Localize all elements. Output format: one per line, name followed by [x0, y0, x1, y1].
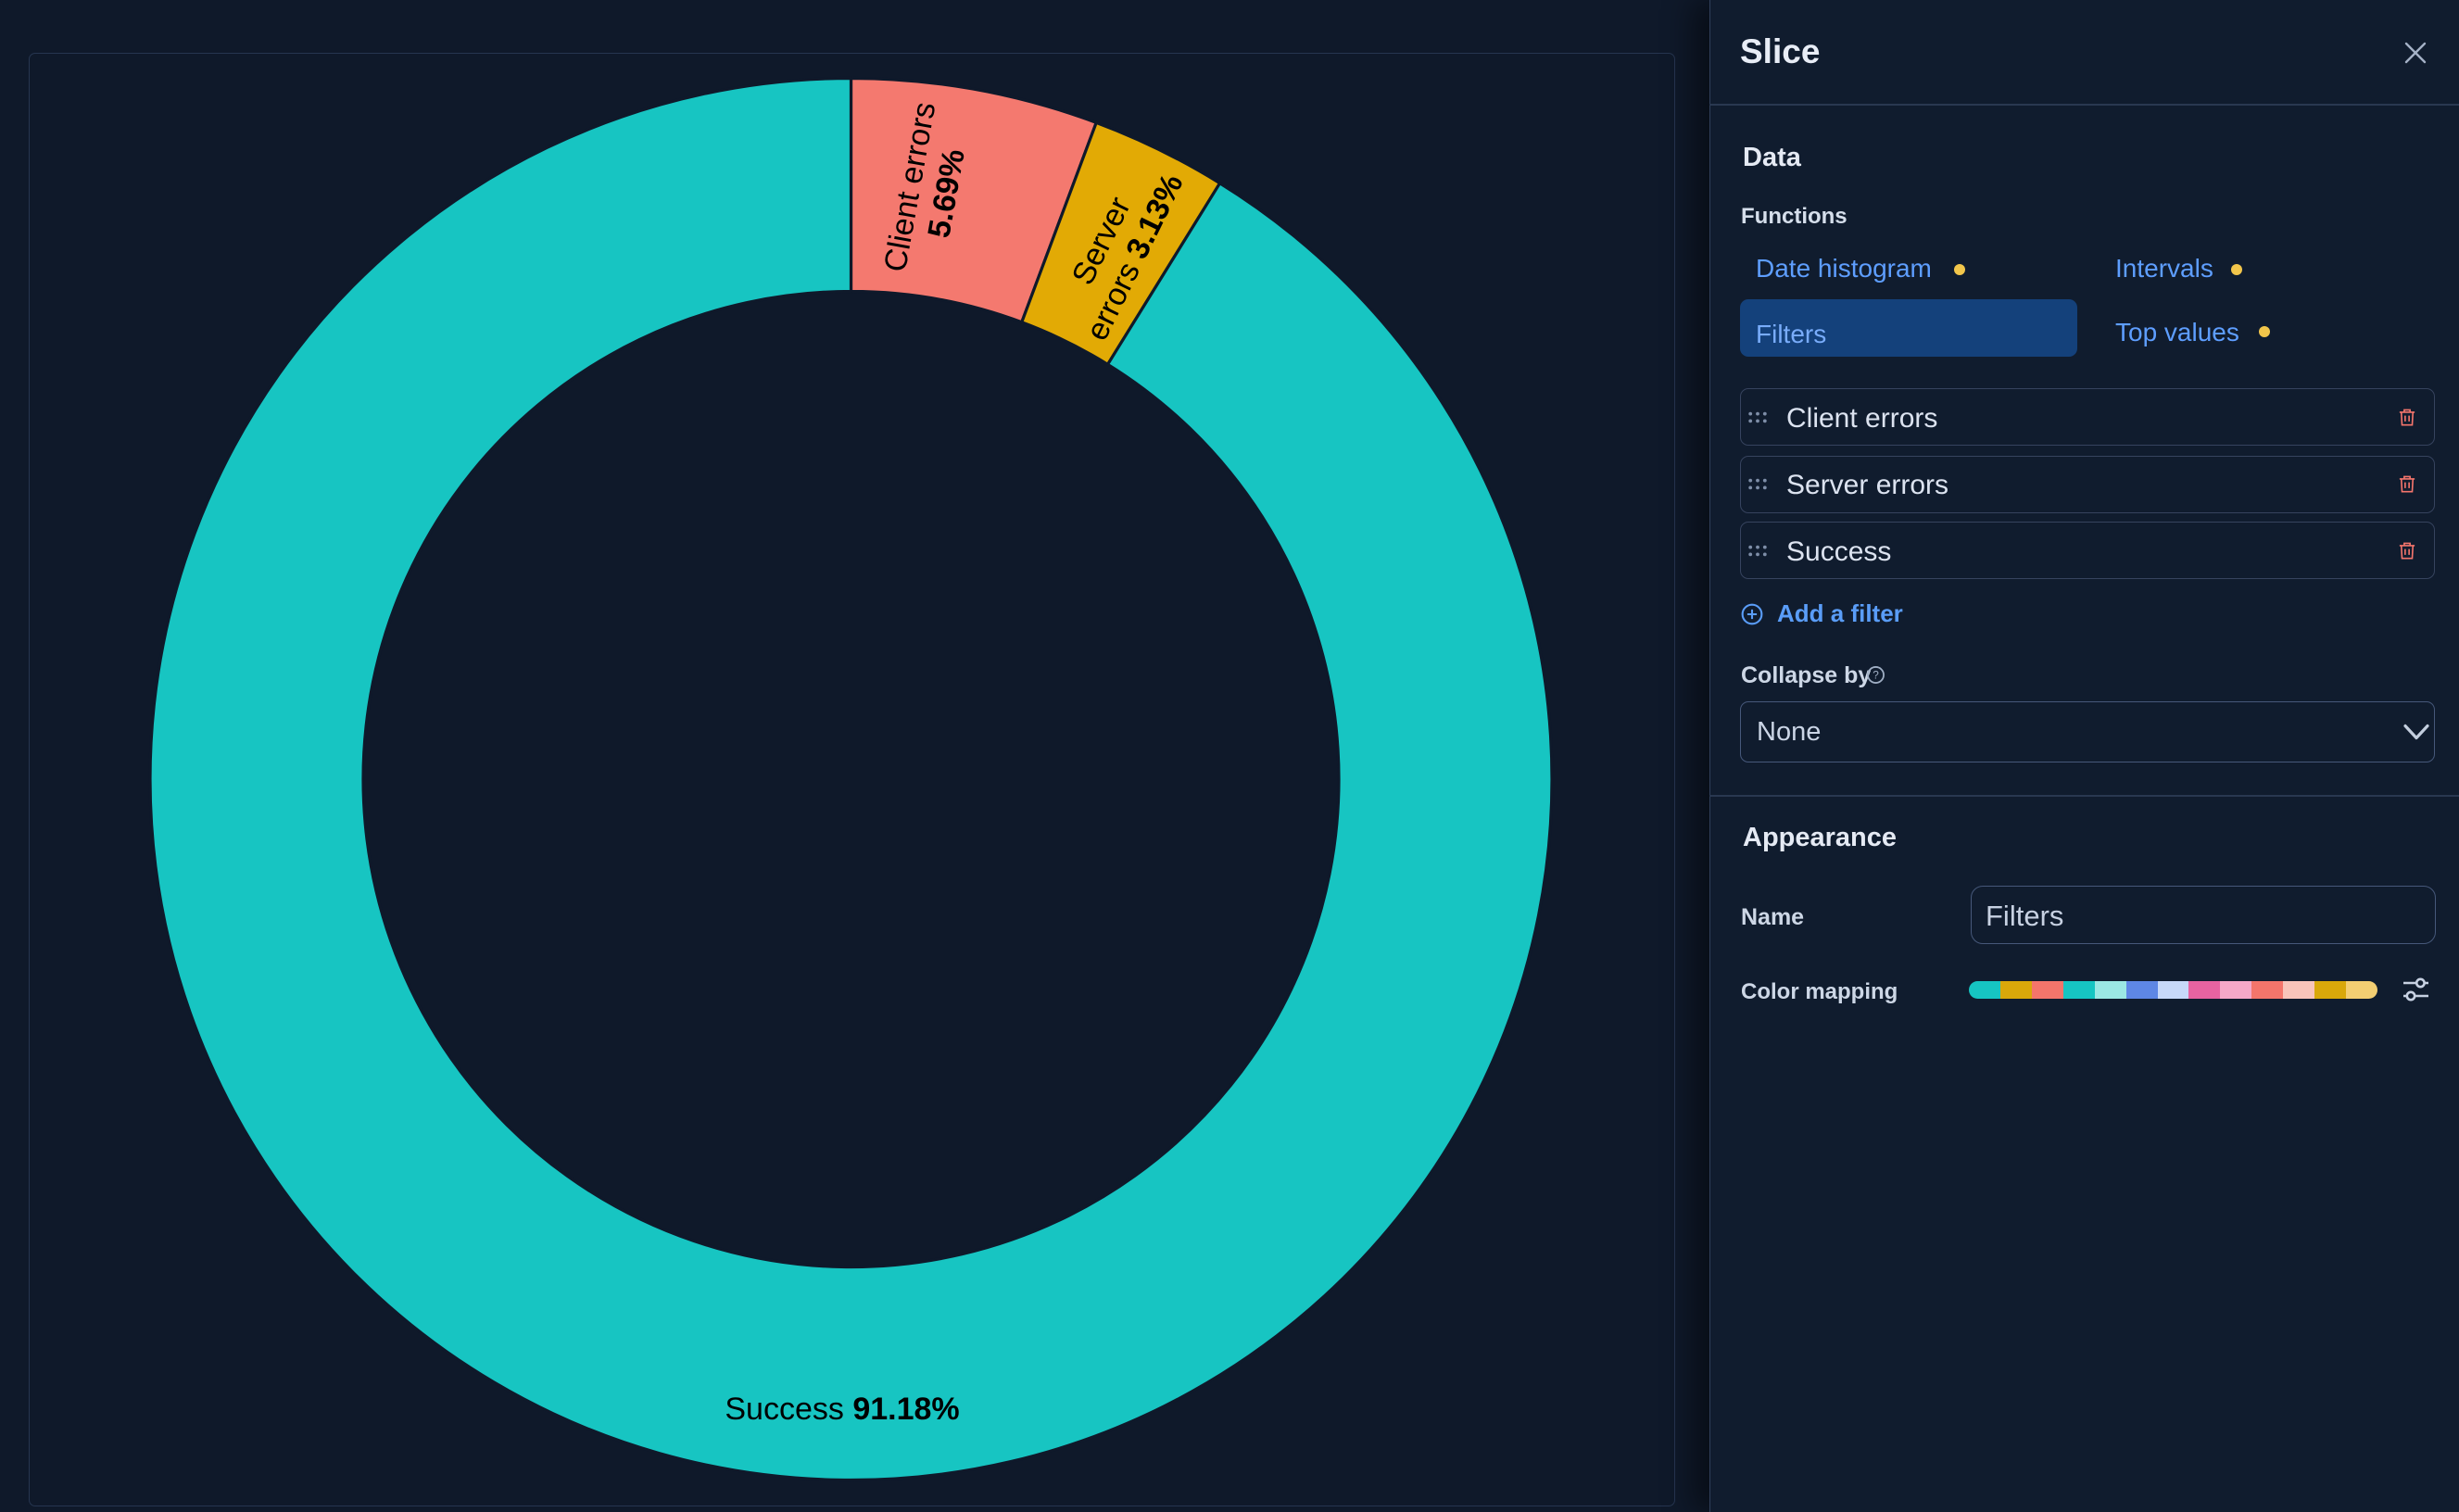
svg-text:?: ?	[1873, 669, 1879, 682]
svg-text:Success 91.18%: Success 91.18%	[725, 1392, 959, 1427]
